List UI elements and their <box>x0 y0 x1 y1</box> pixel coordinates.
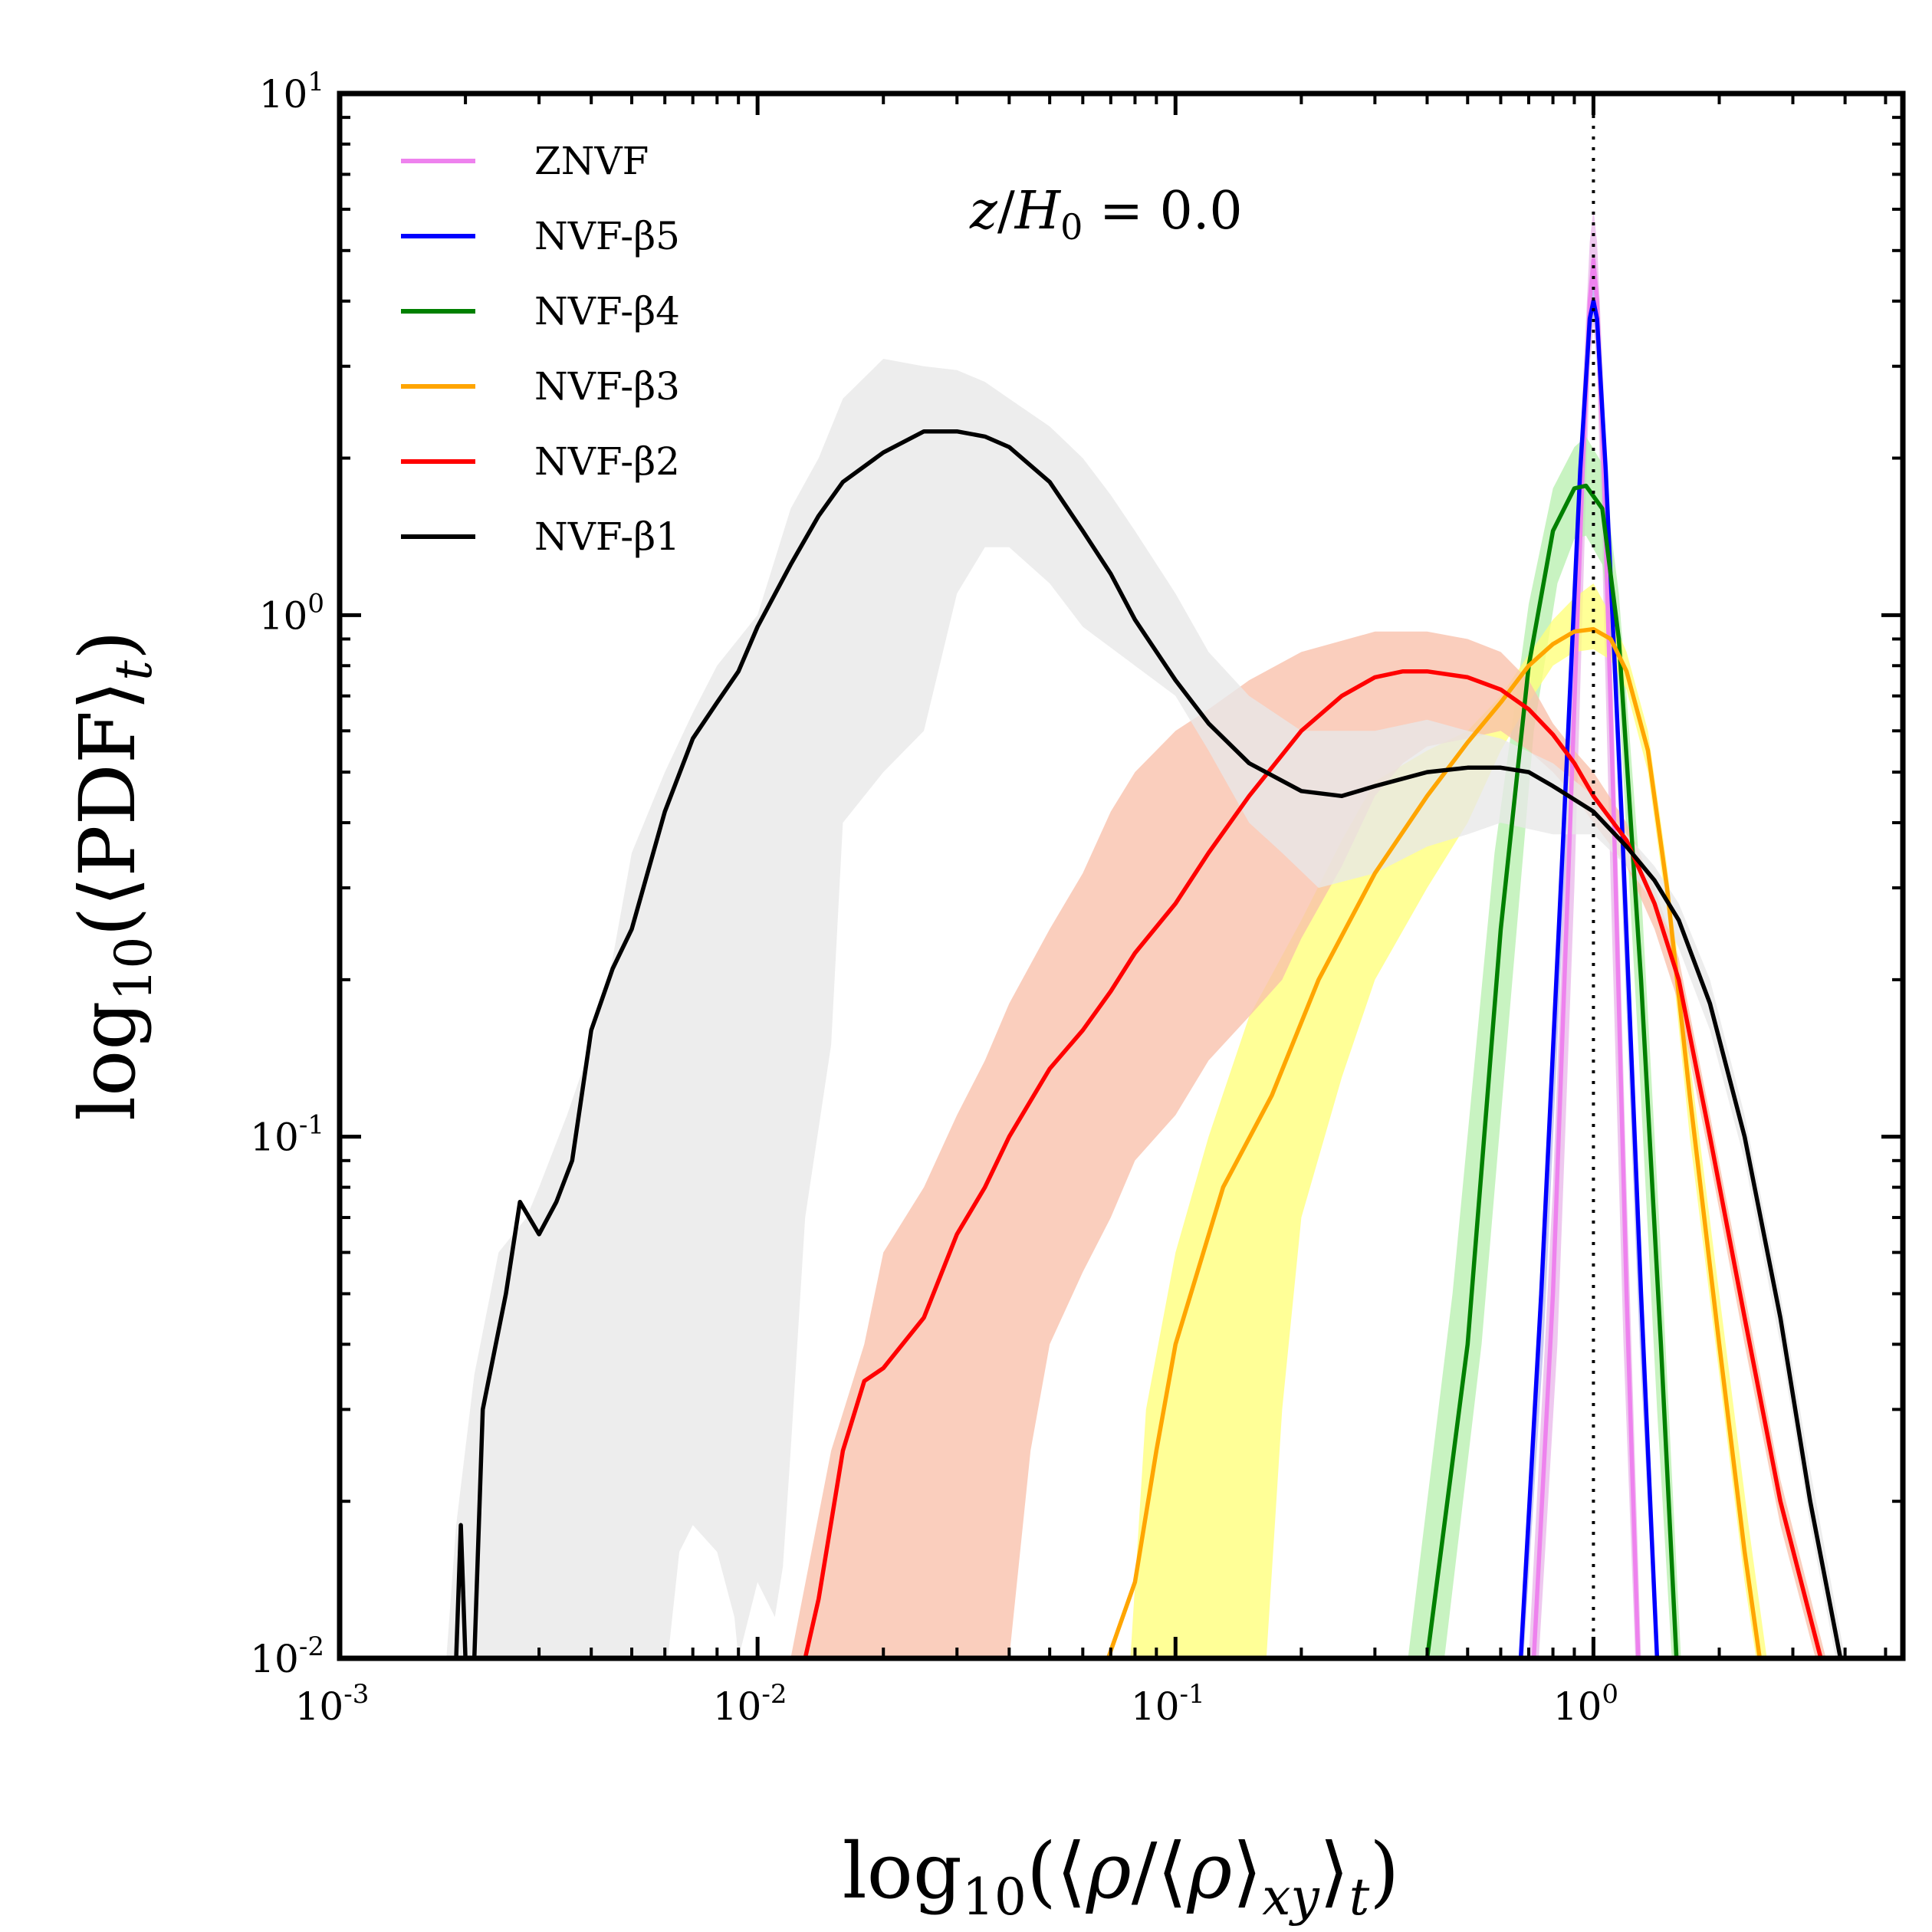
legend-label: NVF-β2 <box>534 439 680 484</box>
series-line-3 <box>1424 483 1679 1658</box>
y-tick-label: 100 <box>259 588 324 638</box>
y-axis-label: log10(⟨PDF⟩t) <box>63 630 163 1121</box>
plot-frame <box>337 90 1906 1661</box>
series-lines <box>454 258 1843 1658</box>
z-annotation: z/H0 = 0.0 <box>969 181 1243 248</box>
legend-label: NVF-β5 <box>534 214 680 258</box>
band-3 <box>1408 436 1681 1658</box>
x-tick-label: 100 <box>1553 1679 1618 1729</box>
series-line-6 <box>454 429 1843 1658</box>
x-tick-label: 10-2 <box>713 1679 787 1729</box>
y-tick-label: 101 <box>259 67 324 117</box>
x-tick-label: 10-3 <box>295 1679 370 1729</box>
legend-label: NVF-β1 <box>534 514 680 559</box>
y-tick-label: 10-1 <box>250 1110 324 1160</box>
series-line-4 <box>1106 626 1763 1658</box>
series-line-2 <box>1518 298 1660 1658</box>
series-line-1 <box>1531 258 1641 1658</box>
x-tick-label: 10-1 <box>1131 1679 1205 1729</box>
legend: ZNVF NVF-β5 NVF-β4 NVF-β3 NVF-β2 NVF-β1 <box>401 139 680 559</box>
x-axis-label: log10(⟨ρ/⟨ρ⟩xy⟩t) <box>843 1826 1400 1927</box>
band-6 <box>446 359 1845 1658</box>
band-1 <box>1529 209 1641 1658</box>
confidence-bands <box>446 209 1845 1658</box>
legend-label: NVF-β4 <box>534 289 680 334</box>
legend-label: ZNVF <box>534 139 649 183</box>
series-line-5 <box>803 669 1823 1658</box>
y-tick-label: 10-2 <box>250 1631 324 1681</box>
legend-label: NVF-β3 <box>534 364 680 409</box>
